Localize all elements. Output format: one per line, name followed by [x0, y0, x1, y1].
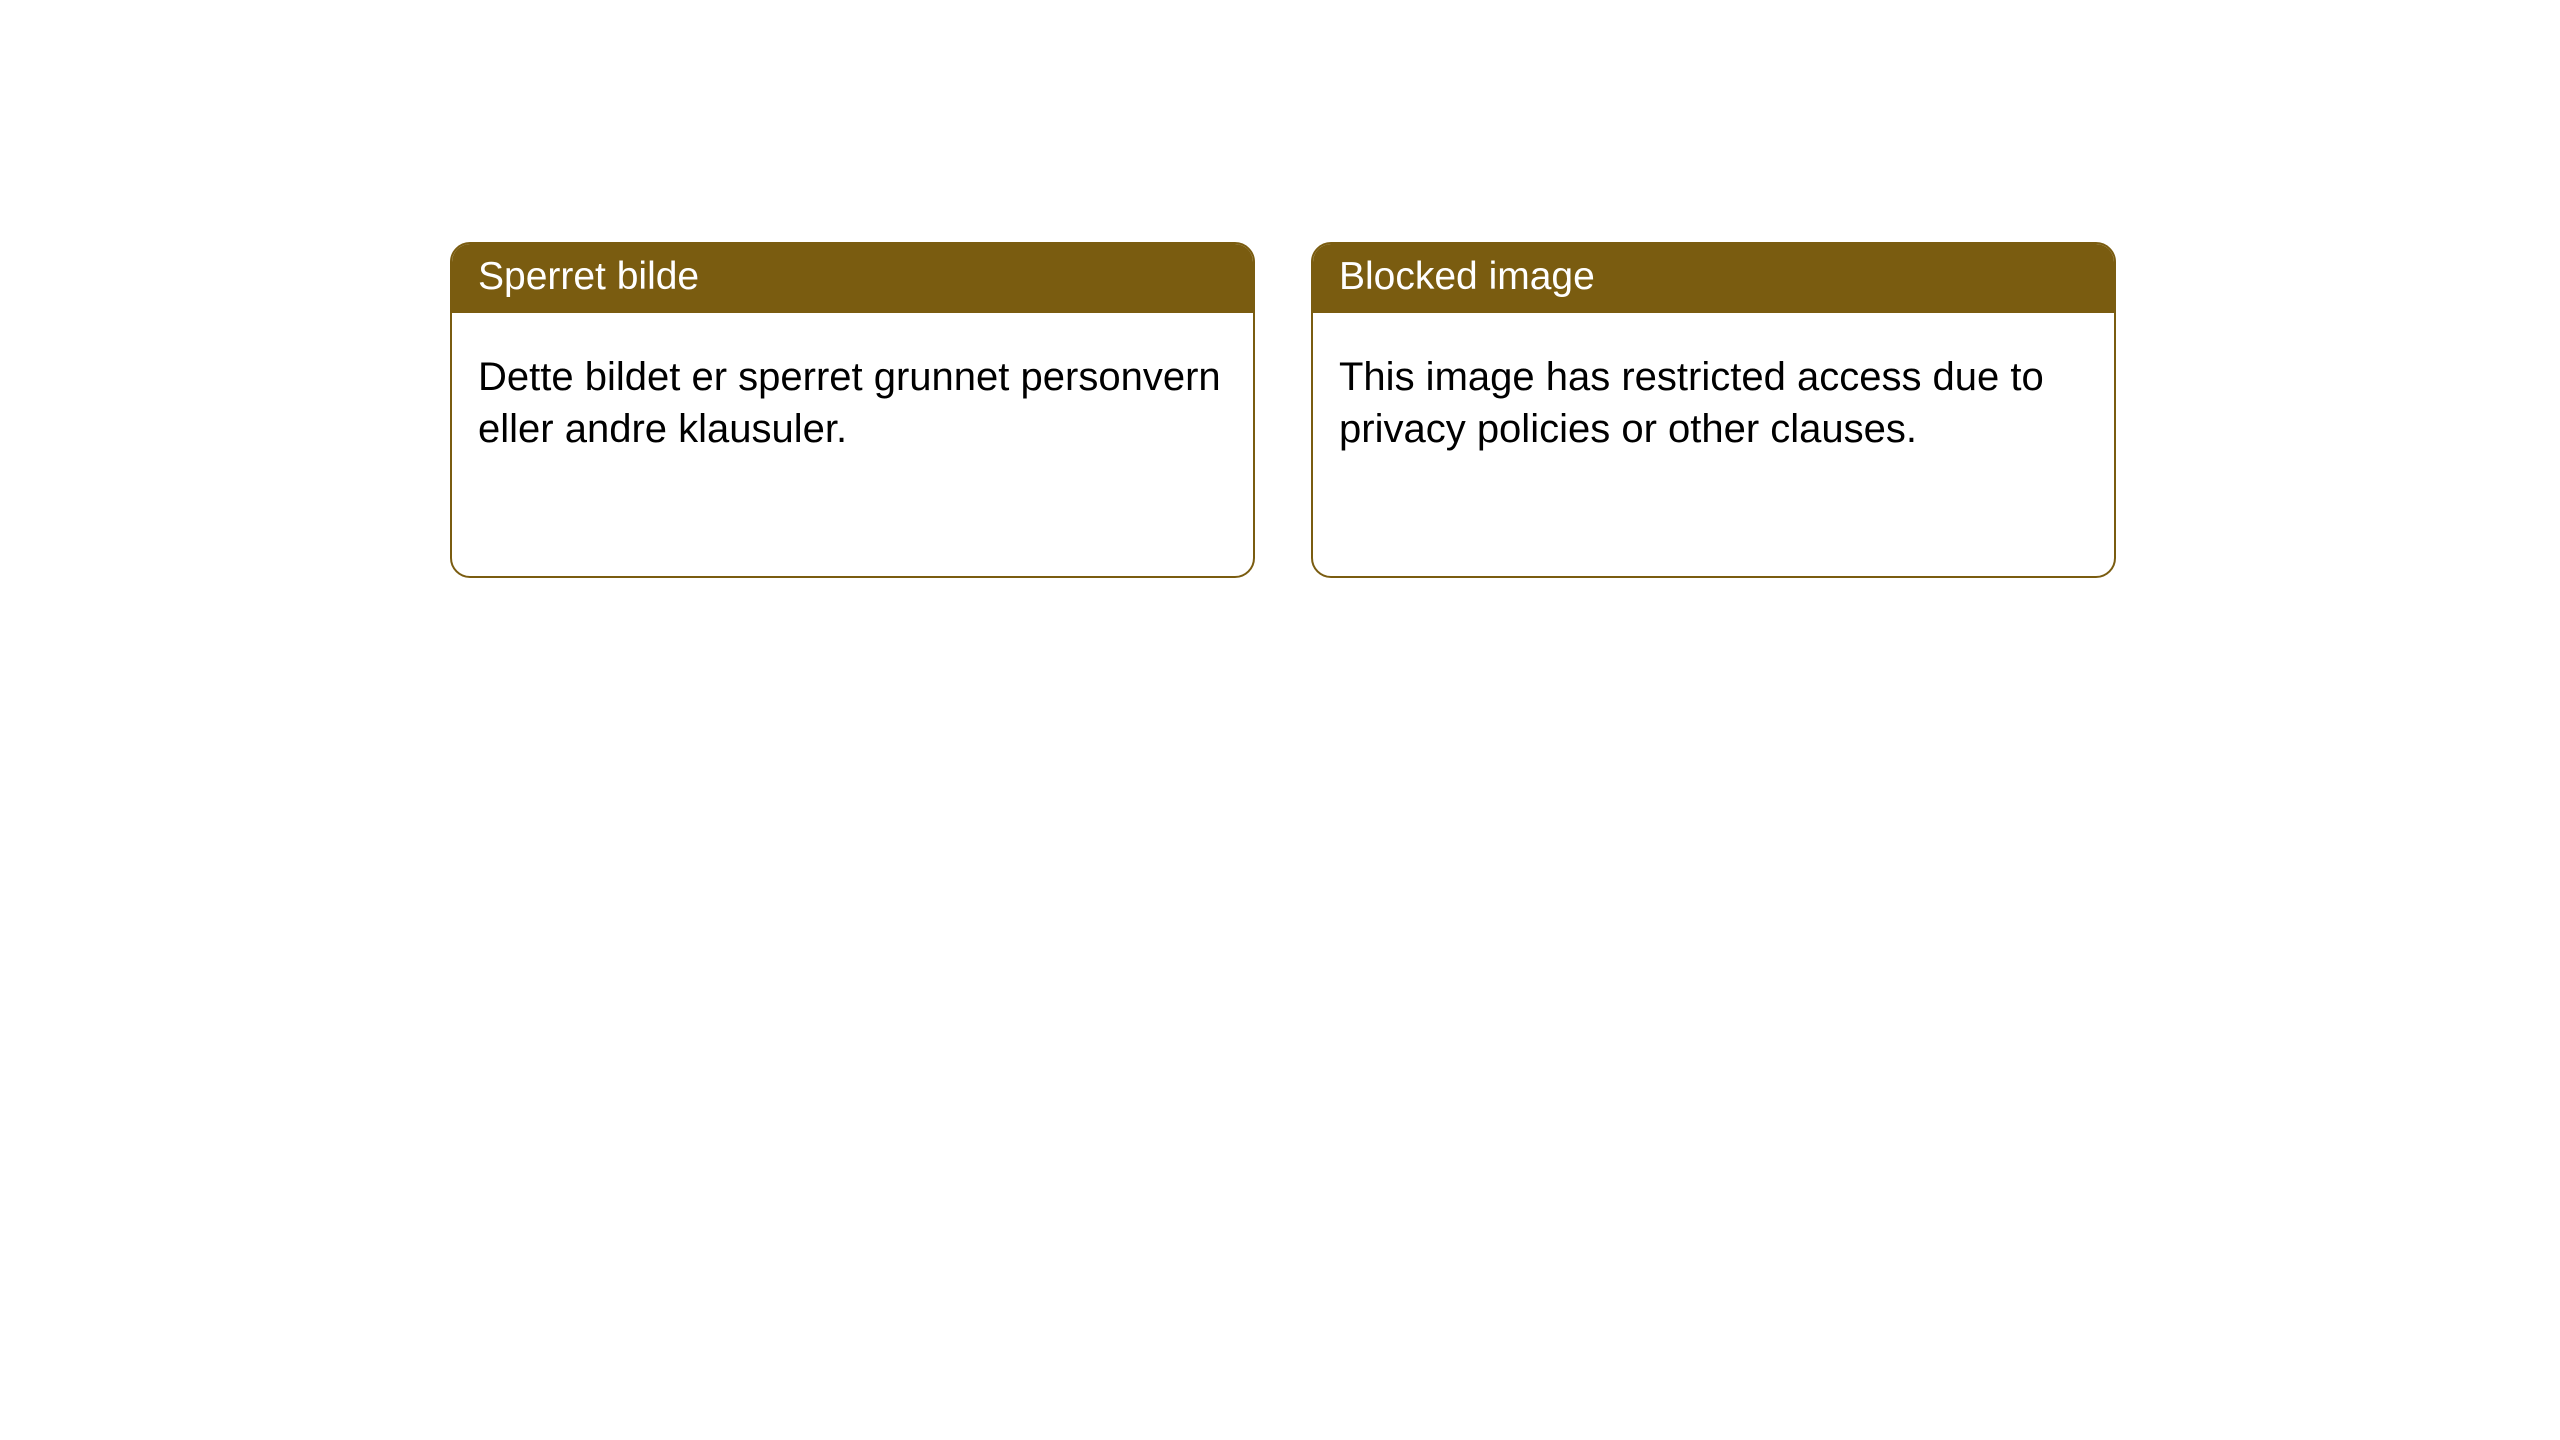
card-header: Blocked image — [1313, 244, 2114, 313]
card-title: Sperret bilde — [478, 255, 699, 298]
card-title: Blocked image — [1339, 255, 1595, 298]
card-body-text: Dette bildet er sperret grunnet personve… — [478, 355, 1221, 451]
card-body-text: This image has restricted access due to … — [1339, 355, 2044, 451]
card-body: Dette bildet er sperret grunnet personve… — [452, 313, 1253, 481]
card-header: Sperret bilde — [452, 244, 1253, 313]
notice-card-norwegian: Sperret bilde Dette bildet er sperret gr… — [450, 242, 1255, 578]
notice-container: Sperret bilde Dette bildet er sperret gr… — [0, 0, 2560, 578]
card-body: This image has restricted access due to … — [1313, 313, 2114, 481]
notice-card-english: Blocked image This image has restricted … — [1311, 242, 2116, 578]
